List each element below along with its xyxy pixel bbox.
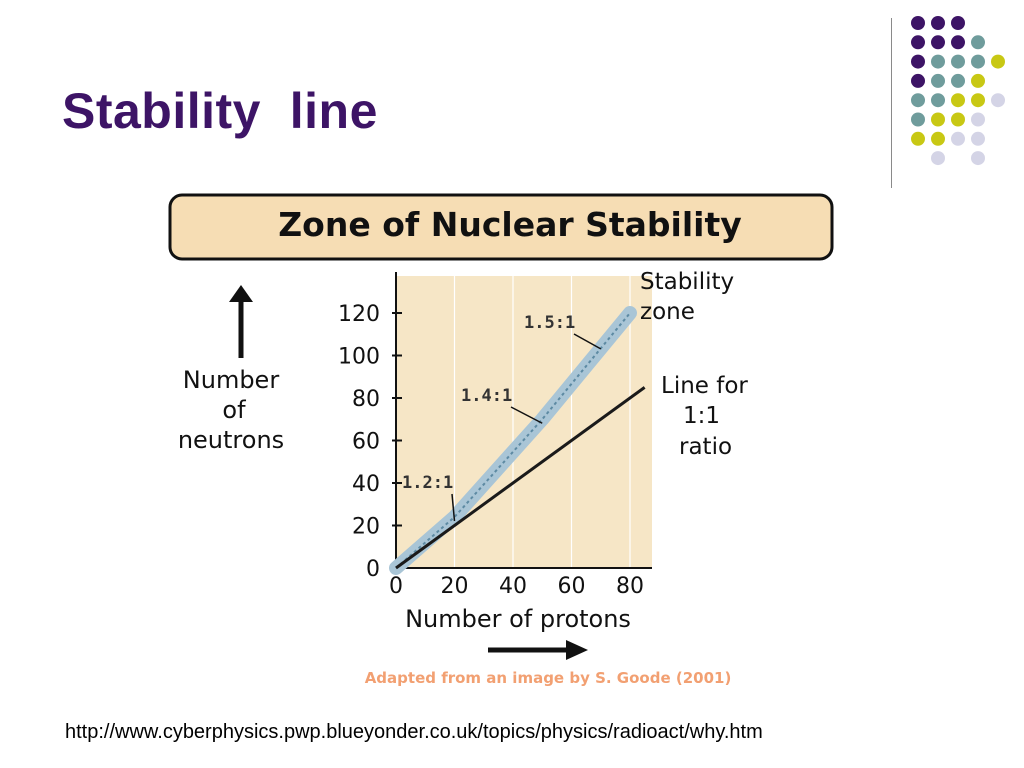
x-tick-label: 0 bbox=[389, 574, 403, 599]
ratio-annotation: 1.5:1 bbox=[524, 313, 575, 333]
decorative-dot bbox=[951, 35, 965, 50]
decorative-dot bbox=[931, 73, 945, 88]
one-to-one-label-line-2: 1:1 bbox=[683, 403, 720, 429]
y-tick-label: 120 bbox=[338, 302, 380, 327]
image-credit: Adapted from an image by S. Goode (2001) bbox=[365, 669, 732, 687]
x-axis-label: Number of protons bbox=[405, 605, 631, 633]
y-axis-arrow-head bbox=[229, 285, 253, 302]
y-tick-label: 60 bbox=[352, 430, 380, 455]
decorative-dot bbox=[931, 151, 945, 166]
source-url[interactable]: http://www.cyberphysics.pwp.blueyonder.c… bbox=[65, 721, 763, 743]
x-tick-label: 40 bbox=[499, 574, 527, 599]
decorative-dot bbox=[931, 54, 945, 69]
ratio-annotation: 1.2:1 bbox=[402, 473, 453, 493]
chart-title: Zone of Nuclear Stability bbox=[278, 205, 742, 244]
slide-title: Stability line bbox=[62, 83, 378, 139]
chart-title-box: Zone of Nuclear Stability bbox=[168, 193, 834, 261]
decorative-dot bbox=[931, 131, 945, 146]
x-tick-label: 20 bbox=[441, 574, 469, 599]
decorative-dot bbox=[971, 93, 985, 108]
one-to-one-label-line-3: ratio bbox=[679, 434, 732, 460]
stability-zone-center bbox=[395, 312, 631, 569]
decorative-dot bbox=[951, 112, 965, 127]
x-tick-label: 80 bbox=[616, 574, 644, 599]
decorative-dot bbox=[971, 73, 985, 88]
decorative-dot bbox=[931, 35, 945, 50]
decorative-dot bbox=[951, 131, 965, 146]
y-tick-label: 40 bbox=[352, 472, 380, 497]
decorative-dot bbox=[951, 93, 965, 108]
decorative-dot bbox=[971, 151, 985, 166]
one-to-one-label-line-1: Line for bbox=[661, 373, 748, 399]
y-tick-label: 20 bbox=[352, 515, 380, 540]
decorative-dot bbox=[911, 54, 925, 69]
chart: Zone of Nuclear Stability 0 20 40 60 80 100 12… bbox=[168, 193, 834, 687]
annotation-pointer bbox=[510, 406, 543, 424]
annotation-layer: 1.2:1 1.4:1 1.5:1 bbox=[402, 313, 602, 522]
decorative-dot bbox=[911, 93, 925, 108]
y-axis-label-group: Number of neutrons bbox=[178, 285, 284, 454]
stability-zone-label-line-1: Stability bbox=[640, 269, 734, 295]
y-tick-label: 100 bbox=[338, 345, 380, 370]
decorative-dot bbox=[911, 131, 925, 146]
title-divider bbox=[891, 18, 892, 188]
series-layer bbox=[389, 306, 646, 575]
decorative-dot bbox=[931, 16, 945, 30]
decorative-dot bbox=[911, 16, 925, 30]
y-tick-labels: 0 20 40 60 80 100 120 bbox=[338, 302, 402, 582]
plot-area bbox=[396, 276, 652, 568]
y-tick-label: 0 bbox=[366, 557, 380, 582]
decorative-dot bbox=[991, 54, 1005, 69]
x-axis-arrow-head bbox=[566, 640, 588, 660]
decorative-dot-grid bbox=[911, 16, 1005, 166]
y-axis-label-line-3: neutrons bbox=[178, 426, 284, 454]
one-to-one-ratio-line bbox=[395, 386, 646, 570]
decorative-dot bbox=[971, 54, 985, 69]
decorative-dot bbox=[931, 93, 945, 108]
annotation-pointer bbox=[573, 333, 602, 350]
decorative-dot bbox=[951, 16, 965, 30]
ratio-annotation: 1.4:1 bbox=[461, 386, 512, 406]
x-tick-label: 60 bbox=[558, 574, 586, 599]
decorative-dot bbox=[911, 35, 925, 50]
decorative-dot bbox=[991, 93, 1005, 108]
stability-zone-label-line-2: zone bbox=[640, 299, 695, 325]
y-tick-label: 80 bbox=[352, 387, 380, 412]
decorative-dot bbox=[971, 35, 985, 50]
x-tick-labels: 0 20 40 60 80 bbox=[389, 574, 644, 599]
decorative-dot bbox=[951, 73, 965, 88]
y-axis-label-line-1: Number bbox=[183, 366, 280, 394]
decorative-dot bbox=[931, 112, 945, 127]
decorative-dot bbox=[911, 73, 925, 88]
decorative-dot bbox=[971, 112, 985, 127]
decorative-dot bbox=[971, 131, 985, 146]
decorative-dot bbox=[951, 54, 965, 69]
y-axis-label-line-2: of bbox=[222, 396, 246, 424]
annotation-pointer bbox=[451, 493, 456, 522]
decorative-dot bbox=[911, 112, 925, 127]
